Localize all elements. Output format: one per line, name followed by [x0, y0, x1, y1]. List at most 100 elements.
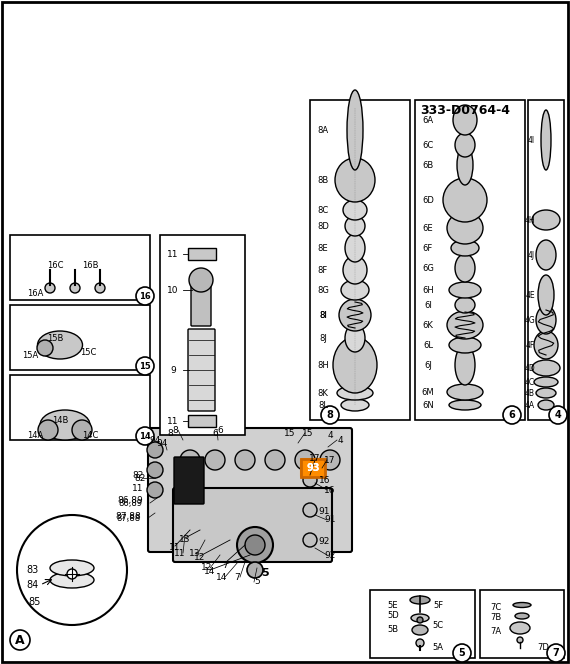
Circle shape	[38, 420, 58, 440]
Text: 16A: 16A	[27, 288, 43, 297]
Text: 6D: 6D	[422, 195, 434, 205]
Text: 8I: 8I	[319, 311, 327, 319]
Ellipse shape	[412, 625, 428, 635]
Text: 6J: 6J	[424, 361, 432, 369]
Text: 84: 84	[26, 580, 38, 590]
Text: 4: 4	[555, 410, 561, 420]
Ellipse shape	[50, 560, 94, 576]
Text: 83: 83	[26, 565, 38, 575]
Text: 10: 10	[167, 286, 179, 295]
Text: 4A: 4A	[525, 400, 535, 410]
Text: 8I: 8I	[319, 311, 327, 319]
Text: 8D: 8D	[317, 222, 329, 230]
Circle shape	[321, 406, 339, 424]
Ellipse shape	[443, 178, 487, 222]
Text: 6K: 6K	[422, 321, 433, 329]
Text: 5: 5	[254, 578, 260, 586]
Text: 94: 94	[149, 436, 161, 444]
Ellipse shape	[335, 158, 375, 202]
Text: 8F: 8F	[318, 266, 328, 274]
Text: 5: 5	[459, 648, 465, 658]
Text: 8C: 8C	[317, 205, 329, 214]
Circle shape	[136, 427, 154, 445]
Text: 8K: 8K	[317, 388, 328, 398]
Ellipse shape	[534, 331, 558, 359]
Ellipse shape	[457, 145, 473, 185]
Text: 17: 17	[310, 454, 321, 463]
Text: 8B: 8B	[317, 175, 329, 185]
Bar	[528, 100, 564, 420]
Ellipse shape	[333, 337, 377, 393]
Ellipse shape	[343, 256, 367, 284]
Text: 14: 14	[139, 432, 151, 440]
Ellipse shape	[345, 234, 365, 262]
Text: 14: 14	[204, 568, 215, 576]
Text: 11: 11	[132, 483, 144, 493]
FancyBboxPatch shape	[301, 459, 325, 477]
Text: 7B: 7B	[490, 614, 502, 623]
Text: A: A	[15, 633, 25, 647]
Circle shape	[265, 450, 285, 470]
Text: 4H: 4H	[524, 216, 535, 224]
Ellipse shape	[532, 360, 560, 376]
Circle shape	[37, 340, 53, 356]
Text: 14: 14	[216, 572, 227, 582]
Bar	[188, 415, 216, 427]
FancyBboxPatch shape	[173, 488, 332, 562]
Ellipse shape	[449, 337, 481, 353]
Text: 8L: 8L	[318, 400, 328, 410]
Text: 86,89: 86,89	[117, 495, 143, 505]
Circle shape	[235, 450, 255, 470]
Text: 8A: 8A	[317, 125, 328, 135]
Circle shape	[503, 406, 521, 424]
Circle shape	[416, 639, 424, 647]
Circle shape	[72, 420, 92, 440]
Bar	[10, 305, 150, 370]
Text: 15B: 15B	[47, 333, 63, 343]
Circle shape	[147, 482, 163, 498]
Ellipse shape	[538, 275, 554, 315]
Ellipse shape	[347, 90, 363, 170]
Text: 92: 92	[324, 550, 336, 560]
Text: 6A: 6A	[422, 116, 434, 125]
Bar	[10, 375, 150, 440]
Text: 11: 11	[167, 416, 179, 426]
Text: 16: 16	[319, 475, 331, 485]
Text: 14C: 14C	[82, 430, 98, 440]
Circle shape	[320, 450, 340, 470]
Text: 6: 6	[508, 410, 515, 420]
Text: 5B: 5B	[388, 625, 398, 635]
Ellipse shape	[455, 297, 475, 313]
FancyBboxPatch shape	[188, 329, 215, 411]
Circle shape	[10, 630, 30, 650]
Text: 87,88: 87,88	[115, 511, 141, 521]
Text: 12: 12	[194, 554, 206, 562]
Ellipse shape	[410, 596, 430, 604]
Text: 4G: 4G	[524, 315, 535, 325]
Circle shape	[417, 617, 423, 623]
Circle shape	[67, 569, 77, 579]
Ellipse shape	[513, 602, 531, 608]
Text: 7: 7	[553, 648, 559, 658]
Ellipse shape	[515, 613, 529, 619]
Text: 5C: 5C	[433, 620, 443, 629]
Circle shape	[136, 357, 154, 375]
Text: 6: 6	[212, 428, 218, 438]
Text: 7: 7	[234, 572, 240, 582]
Text: 93: 93	[306, 463, 320, 473]
Text: 15: 15	[139, 361, 151, 371]
Ellipse shape	[341, 399, 369, 411]
Text: 4: 4	[327, 430, 333, 440]
Text: 16: 16	[324, 485, 336, 495]
Circle shape	[303, 473, 317, 487]
Text: 91: 91	[318, 507, 330, 517]
Ellipse shape	[50, 572, 94, 588]
Text: 91: 91	[324, 515, 336, 525]
Text: 87,88: 87,88	[116, 513, 140, 523]
Text: 6C: 6C	[422, 141, 434, 149]
Circle shape	[303, 533, 317, 547]
Text: 4I: 4I	[528, 135, 535, 145]
Bar	[370, 590, 475, 658]
Ellipse shape	[455, 133, 475, 157]
Ellipse shape	[447, 384, 483, 400]
